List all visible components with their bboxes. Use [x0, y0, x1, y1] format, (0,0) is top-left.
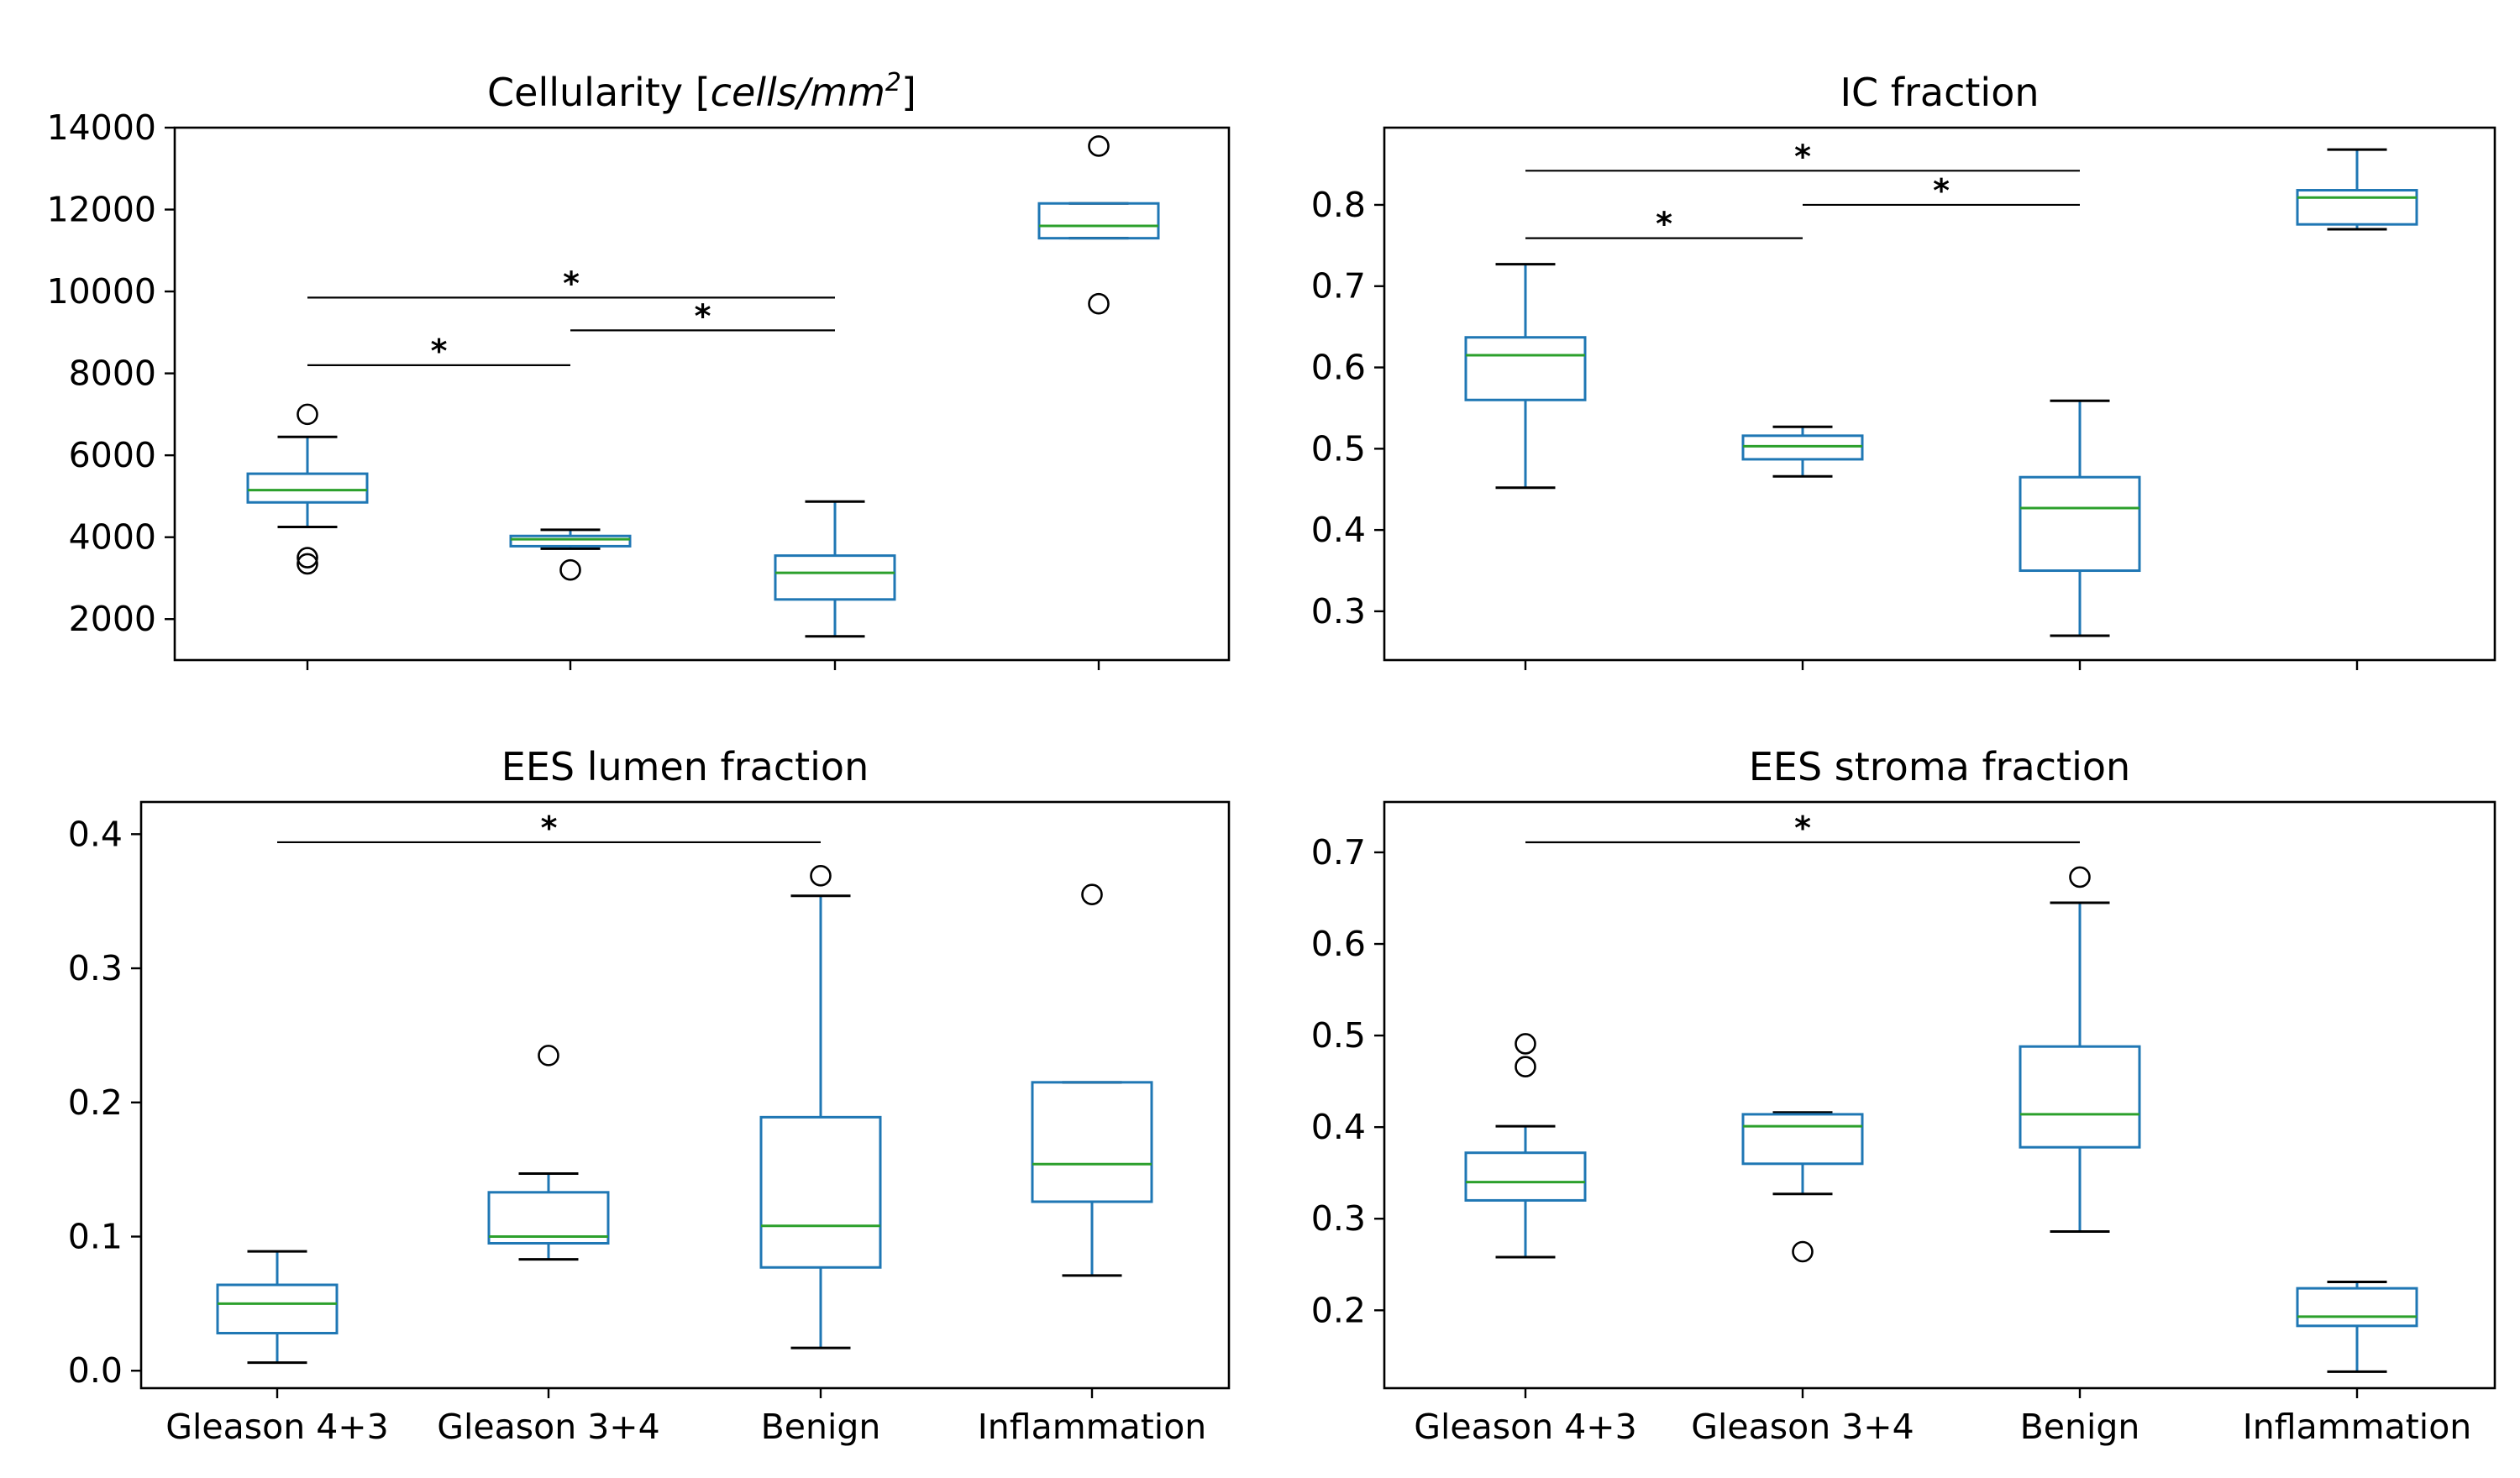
- box-gleason-4-3: [1464, 263, 1587, 490]
- y-tick-label: 0.1: [68, 1217, 123, 1257]
- box-benign: [759, 865, 882, 1350]
- x-tick-label: Gleason 3+4: [437, 1407, 660, 1447]
- box-inflammation: [1037, 135, 1160, 315]
- y-tick-label: 0.6: [1311, 348, 1366, 388]
- y-tick-label: 10000: [47, 271, 156, 312]
- outlier-point: [1515, 1033, 1536, 1055]
- y-tick-label: 0.2: [68, 1082, 123, 1123]
- box-iqr: [246, 472, 369, 504]
- axes-frame: [139, 800, 1231, 1390]
- box-iqr: [774, 554, 896, 601]
- y-tick-label: 0.0: [68, 1350, 123, 1391]
- y-tick-label: 6000: [69, 435, 156, 475]
- box-gleason-3-4: [487, 1045, 610, 1261]
- axes-frame: [1383, 800, 2496, 1390]
- x-tick-label: Gleason 4+3: [165, 1407, 389, 1447]
- box-gleason-4-3: [216, 1250, 339, 1365]
- significance-star: *: [1933, 172, 1950, 209]
- box-gleason-3-4: [1741, 425, 1864, 478]
- y-tick-label: 12000: [47, 190, 156, 230]
- y-tick-label: 4000: [69, 517, 156, 558]
- y-tick-label: 0.2: [1311, 1290, 1366, 1330]
- box-iqr: [1031, 1081, 1153, 1203]
- box-iqr: [1037, 202, 1160, 240]
- box-iqr: [1464, 336, 1587, 401]
- chart-panel-1: Cellularity [cells/mm2] 2000 4000 6000 8000 1…: [47, 68, 1231, 670]
- y-tick-label: 0.3: [1311, 1198, 1366, 1239]
- box-inflammation: [2296, 1280, 2418, 1373]
- y-tick-label: 0.7: [1311, 832, 1366, 873]
- outlier-point: [297, 553, 318, 575]
- box-gleason-3-4: [509, 528, 632, 581]
- box-gleason-3-4: [1741, 1111, 1864, 1263]
- box-inflammation: [2296, 148, 2418, 231]
- y-tick-label: 0.4: [68, 814, 123, 854]
- box-gleason-4-3: [246, 403, 369, 575]
- chart-title: EES stroma fraction: [1749, 744, 2130, 789]
- axes-frame: [1383, 126, 2496, 662]
- outlier-point: [1515, 1056, 1536, 1077]
- box-iqr: [2019, 475, 2141, 573]
- box-iqr: [2019, 1045, 2141, 1149]
- y-tick-label: 14000: [47, 107, 156, 148]
- outlier-point: [810, 865, 832, 887]
- y-tick-label: 0.3: [1311, 591, 1366, 632]
- chart-title: Cellularity [cells/mm2]: [487, 68, 916, 115]
- box-iqr: [1741, 1113, 1864, 1166]
- significance-star: *: [1794, 810, 1811, 846]
- outlier-point: [1088, 135, 1110, 157]
- y-tick-label: 8000: [69, 354, 156, 394]
- box-benign: [2019, 399, 2141, 637]
- significance-star: *: [563, 265, 580, 301]
- significance-star: *: [541, 810, 558, 846]
- outlier-point: [297, 547, 318, 569]
- y-tick-label: 0.8: [1311, 185, 1366, 225]
- x-tick-label: Gleason 4+3: [1414, 1407, 1637, 1447]
- box-iqr: [216, 1283, 339, 1335]
- outlier-point: [538, 1045, 559, 1067]
- significance-star: *: [695, 297, 711, 334]
- y-tick-label: 0.4: [1311, 1107, 1366, 1147]
- y-tick-label: 0.6: [1311, 924, 1366, 964]
- significance-star: *: [1794, 138, 1811, 175]
- y-tick-label: 0.4: [1311, 510, 1366, 550]
- x-tick-label: Inflammation: [978, 1407, 1207, 1447]
- box-iqr: [2296, 189, 2418, 226]
- x-tick-label: Benign: [761, 1407, 881, 1447]
- significance-star: *: [431, 333, 448, 370]
- chart-panel-3: EES lumen fraction 0.0 0.1 0.2 0.3 0.4 Gleason…: [68, 744, 1231, 1447]
- y-tick-label: 0.7: [1311, 266, 1366, 307]
- x-tick-label: Inflammation: [2243, 1407, 2472, 1447]
- box-iqr: [1464, 1151, 1587, 1202]
- outlier-point: [297, 403, 318, 426]
- chart-panel-4: EES stroma fraction 0.2 0.3 0.4 0.5 0.6 0.7 Gle…: [1311, 744, 2496, 1447]
- box-iqr: [759, 1115, 882, 1269]
- box-iqr: [2296, 1287, 2418, 1328]
- box-iqr: [509, 534, 632, 548]
- outlier-point: [1792, 1240, 1814, 1263]
- outlier-point: [1088, 292, 1110, 315]
- outlier-point: [1081, 883, 1103, 906]
- box-inflammation: [1031, 883, 1153, 1277]
- box-iqr: [487, 1191, 610, 1245]
- box-benign: [2019, 866, 2141, 1234]
- outlier-point: [2069, 866, 2091, 888]
- y-tick-label: 2000: [69, 599, 156, 639]
- box-benign: [774, 500, 896, 638]
- box-gleason-4-3: [1464, 1033, 1587, 1259]
- y-tick-label: 0.5: [1311, 428, 1366, 469]
- chart-title: EES lumen fraction: [501, 744, 869, 789]
- x-tick-label: Gleason 3+4: [1691, 1407, 1914, 1447]
- chart-title: IC fraction: [1840, 70, 2039, 115]
- chart-panel-2: IC fraction 0.3 0.4 0.5 0.6 0.7 0.8 * * *: [1311, 70, 2496, 670]
- outlier-point: [559, 558, 581, 581]
- y-tick-label: 0.5: [1311, 1015, 1366, 1056]
- axes-frame: [173, 126, 1231, 662]
- y-tick-label: 0.3: [68, 948, 123, 988]
- x-tick-label: Benign: [2020, 1407, 2140, 1447]
- significance-star: *: [1656, 206, 1672, 243]
